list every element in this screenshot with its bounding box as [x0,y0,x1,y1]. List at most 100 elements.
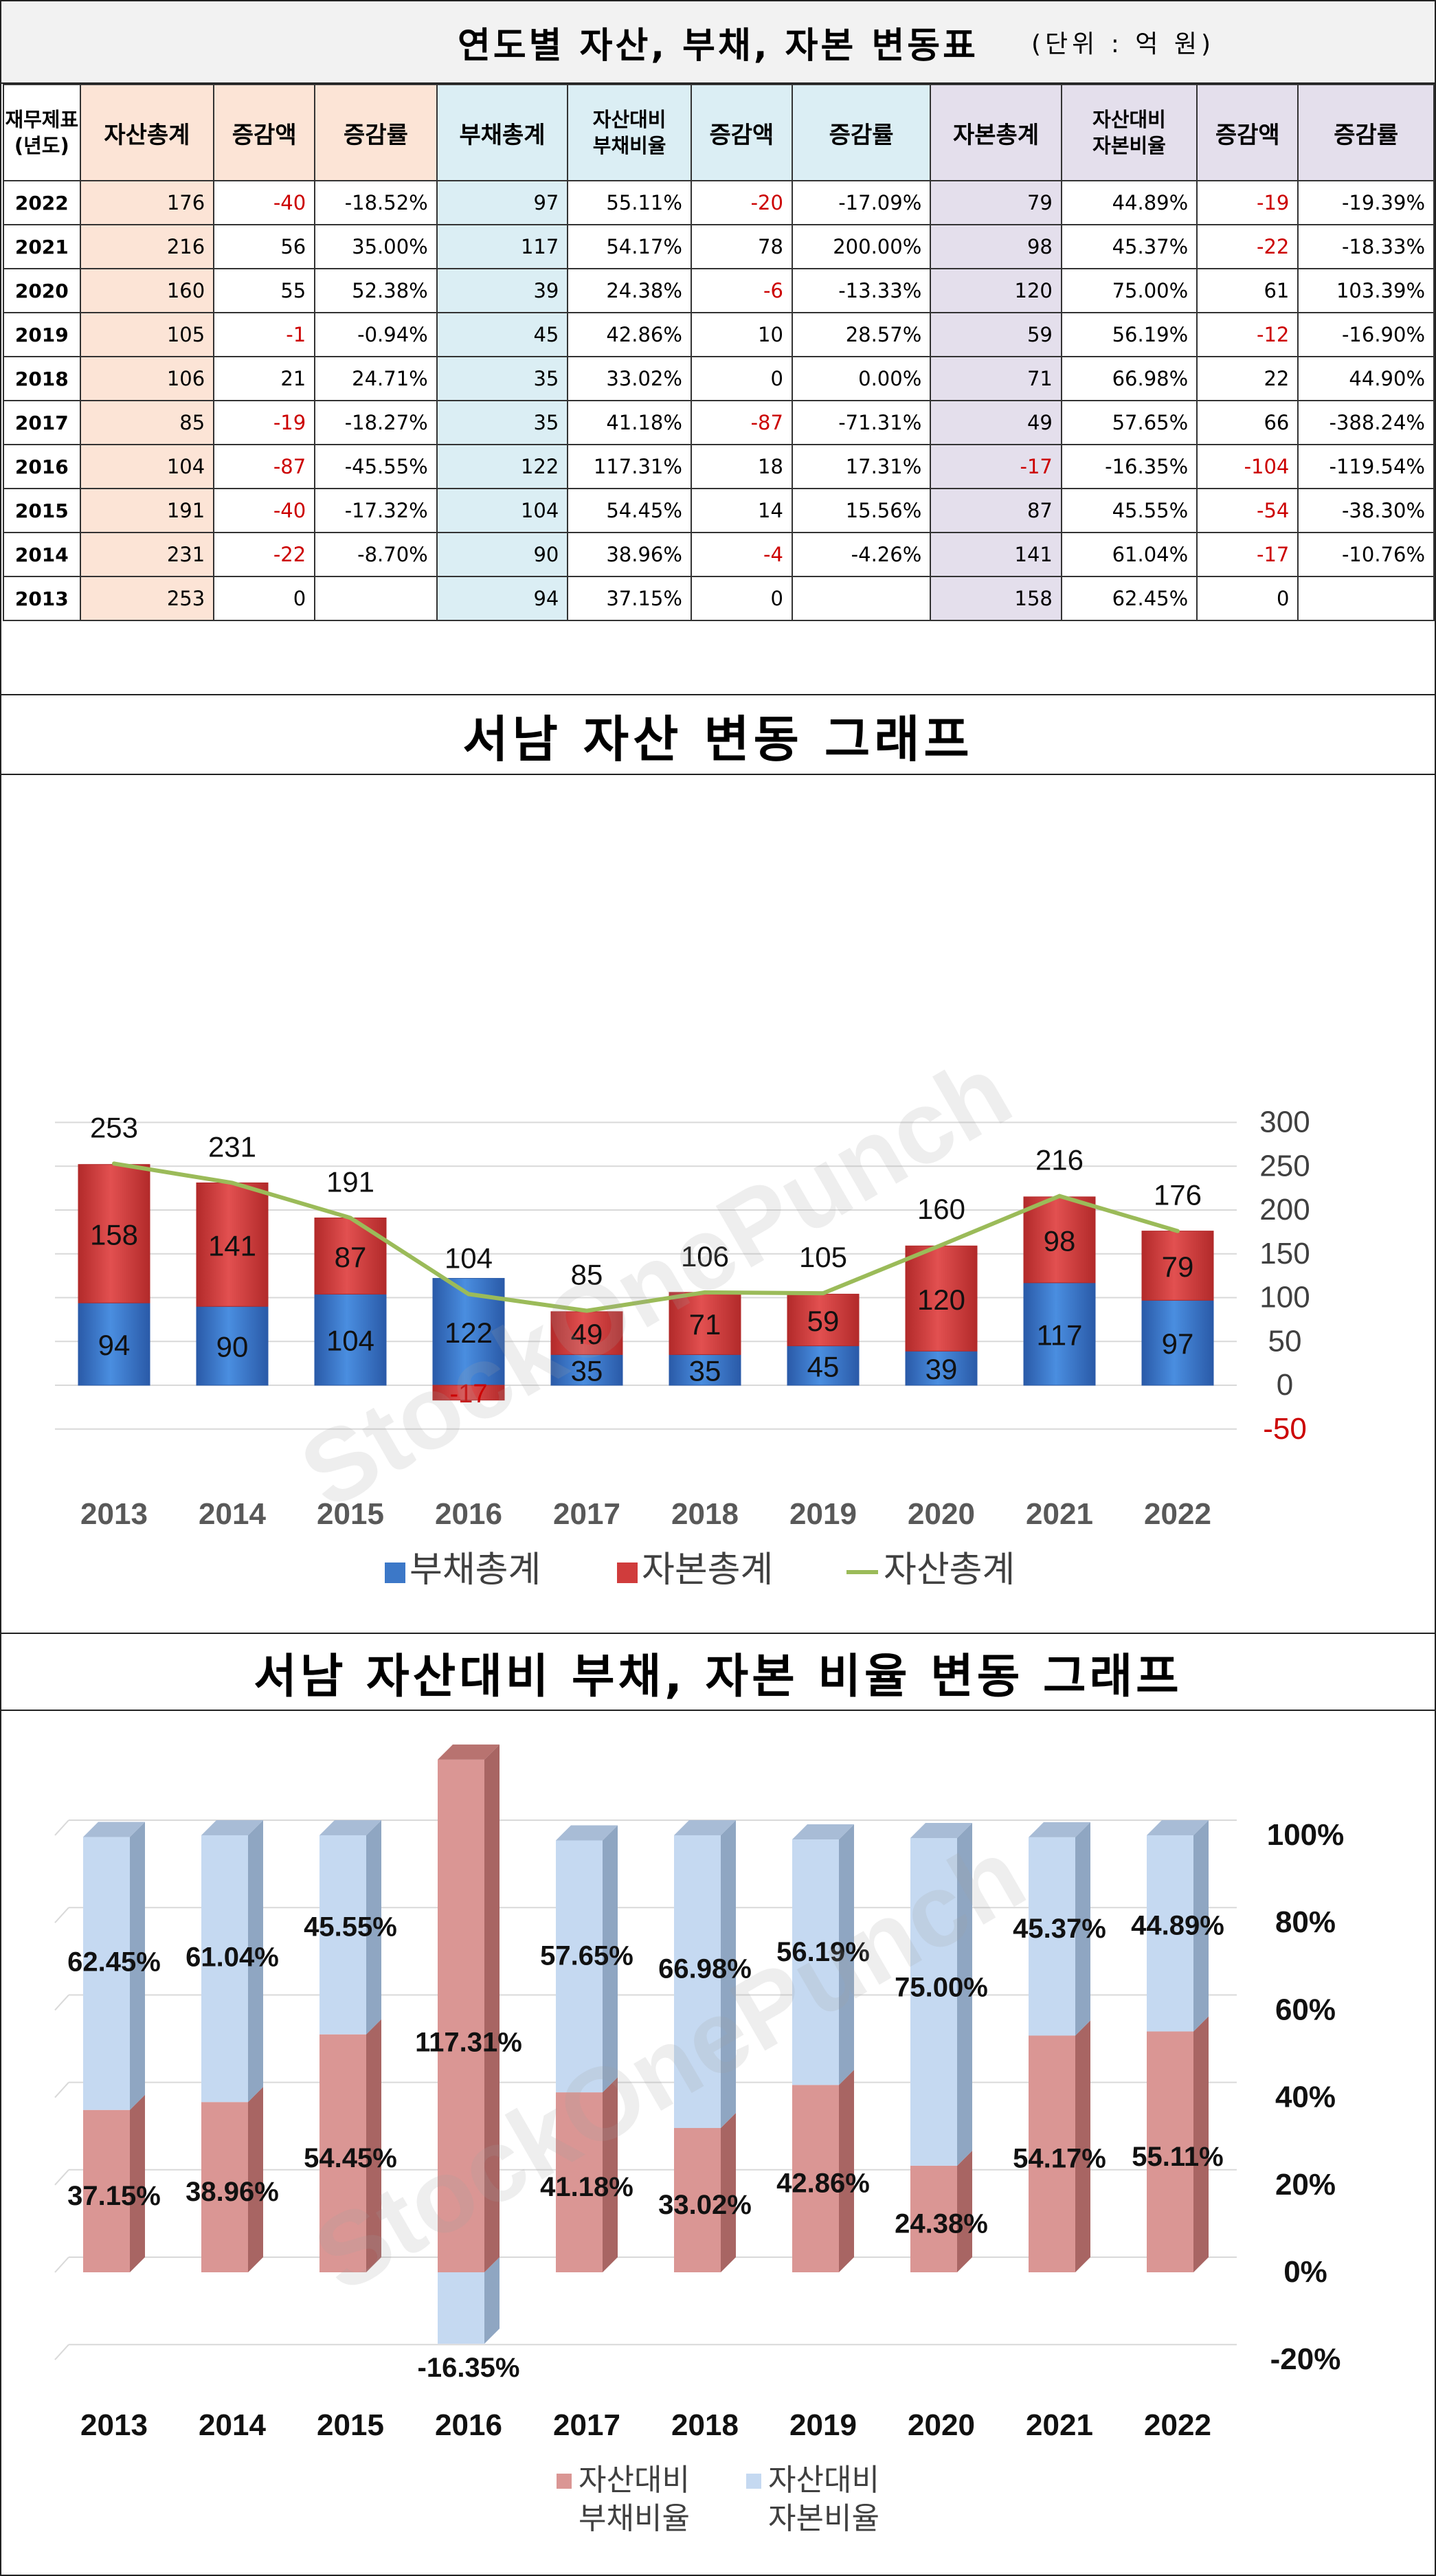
total-value-label: 104 [445,1242,493,1274]
table-row: 2013 253 0 94 37.15% 0 158 62.45% 0 [3,576,1435,621]
table-cell: 97 [436,180,569,225]
capital-bar-side [1193,1820,1209,2032]
capital-value-label: -17 [450,1380,488,1409]
debt-bar [314,1293,387,1386]
gridline-edge [54,2081,69,2098]
y-tick-label: 40% [1275,2081,1336,2114]
capital-ratio-label: 44.89% [1131,1910,1224,1940]
capital-bar-top [792,1824,854,1840]
x-tick-label: 2019 [789,1497,857,1531]
debt-bar [669,1354,741,1386]
legend-label-capital: 자본총계 [642,1550,773,1590]
table-cell: 44.89% [1060,180,1198,225]
debt-bar-side [484,1744,500,2272]
table-cell: -71.31% [791,400,932,445]
gridline-edge [54,1819,69,1836]
x-tick-label: 2019 [789,2408,857,2442]
debt-ratio-label: 24.38% [895,2208,988,2239]
table-cell: -1 [213,312,316,357]
legend-swatch-debt-ratio [557,2474,572,2489]
table-cell: -19.39% [1297,180,1435,225]
x-tick-label: 2022 [1144,1497,1211,1531]
total-assets-line [113,1161,1178,1313]
capital-ratio-label: 45.55% [304,1912,397,1942]
table-year-cell: 2019 [3,312,81,357]
table-cell: -4 [690,532,793,577]
debt-ratio-label: 54.17% [1013,2144,1106,2174]
table-cell: 176 [79,180,215,225]
debt-bar [905,1350,978,1386]
y-tick-label: 0% [1283,2255,1327,2289]
capital-bar-front [674,1835,721,2128]
table-row: 2017 85 -19 -18.27% 35 41.18% -87 -71.31% 49 57.6… [3,400,1435,445]
capital-bar-side [484,2257,500,2344]
capital-bar-front [319,1835,366,2035]
table-cell: 59 [930,312,1062,357]
gridline-edge [54,2256,69,2273]
total-assets-point [230,1180,234,1185]
capital-bar-side [130,1822,145,2110]
table-cell: -17.09% [791,180,932,225]
y-tick-label: 20% [1275,2168,1336,2202]
capital-bar-side [603,1825,618,2093]
capital-bar-top [674,1820,736,1835]
table-cell: 35.00% [314,224,438,269]
table-year-cell: 2013 [3,576,81,621]
debt-bar-side [248,2087,263,2272]
table-cell: 71 [930,356,1062,401]
chart2-title: 서남 자산대비 부채, 자본 비율 변동 그래프 [254,1649,1182,1704]
table-cell: -40 [213,180,316,225]
legend-swatch-capital [617,1563,638,1583]
capital-bar-side [1075,1822,1090,2036]
table-cell: -45.55% [314,444,438,489]
table-year-cell: 2018 [3,356,81,401]
table-row: 2019 105 -1 -0.94% 45 42.86% 10 28.57% 59 56.19% -… [3,312,1435,357]
table-title-bar: 연도별 자산, 부채, 자본 변동표 (단위 : 억 원) [1,1,1435,84]
total-assets-point [1057,1194,1062,1198]
legend-label-debt: 부채총계 [410,1550,541,1590]
table-year-cell: 2021 [3,224,81,269]
debt-ratio-label: 38.96% [186,2177,279,2207]
debt-value-label: 117 [1037,1319,1083,1351]
debt-bar [550,1354,623,1386]
capital-bar-side [366,1820,381,2035]
table-cell: 24.71% [314,356,438,401]
table-cell: -22 [1196,224,1299,269]
capital-ratio-label: 75.00% [895,1973,988,2003]
table-cell: -19 [1196,180,1299,225]
table-cell: -0.94% [314,312,438,357]
table-row: 2022 176 -40 -18.52% 97 55.11% -20 -17.09% 79 44.… [3,180,1435,225]
table-cell: 0 [213,576,316,621]
table-cell: -17 [1196,532,1299,577]
x-tick-label: 2016 [435,1497,502,1531]
table-cell: 0 [690,356,793,401]
table-cell: 216 [79,224,215,269]
chart1-title-bar: 서남 자산 변동 그래프 [1,695,1435,775]
capital-value-label: 87 [335,1241,367,1273]
capital-value-label: 120 [917,1284,965,1316]
capital-bar-side [248,1820,263,2103]
table-cell: -54 [1196,488,1299,533]
table-header: 재무제표 (년도) 자산총계 증감액 증감률 부채총계 자산대비 부채비율 증감액 증감률 자본… [3,84,1435,181]
table-cell: 122 [436,444,569,489]
table-cell: 21 [213,356,316,401]
table-panel: 연도별 자산, 부채, 자본 변동표 (단위 : 억 원) 재무제표 (년도) 자… [0,0,1436,695]
table-cell: 15.56% [791,488,932,533]
table-cell: 37.15% [567,576,692,621]
x-tick-label: 2017 [553,1497,620,1531]
table-cell: 61 [1196,268,1299,313]
table-cell: 117 [436,224,569,269]
debt-bar-front [201,2102,248,2272]
debt-ratio-label: 117.31% [415,2027,522,2057]
table-cell: 35 [436,356,569,401]
table-cell: -17.32% [314,488,438,533]
debt-value-label: 97 [1162,1328,1194,1360]
table-header-cell: 증감률 [791,84,932,181]
capital-value-label: 71 [689,1308,721,1341]
capital-bar [196,1182,269,1307]
debt-ratio-label: 37.15% [67,2181,161,2211]
table-cell: -16.35% [1060,444,1198,489]
table-header-cell: 증감률 [1297,84,1435,181]
debt-value-label: 90 [216,1331,249,1363]
